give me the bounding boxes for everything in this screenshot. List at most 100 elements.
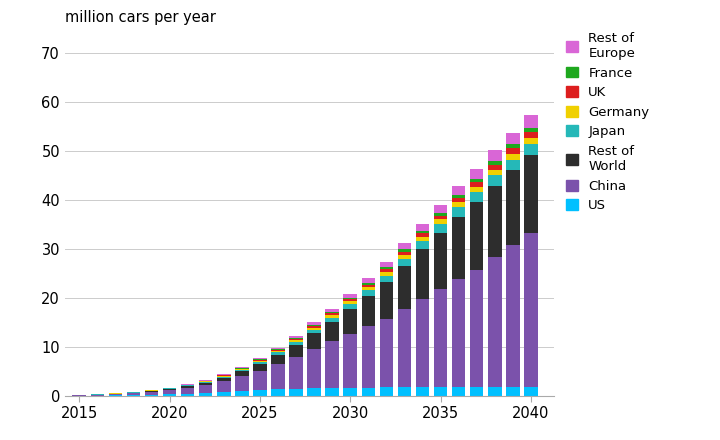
Bar — [271, 364, 284, 389]
Bar — [343, 304, 357, 309]
Bar — [289, 357, 303, 389]
Bar — [506, 245, 520, 387]
Bar — [415, 387, 429, 396]
Bar — [488, 169, 502, 176]
Bar — [452, 279, 465, 387]
Bar — [361, 290, 375, 296]
Bar — [397, 309, 411, 388]
Bar — [488, 176, 502, 186]
Bar — [343, 301, 357, 304]
Bar — [325, 312, 339, 313]
Bar — [397, 249, 411, 252]
Bar — [506, 154, 520, 160]
Bar — [217, 375, 230, 376]
Bar — [524, 128, 538, 132]
Bar — [343, 388, 357, 396]
Bar — [397, 266, 411, 309]
Bar — [217, 381, 230, 392]
Bar — [307, 333, 321, 349]
Bar — [235, 369, 248, 370]
Bar — [253, 370, 266, 390]
Bar — [415, 299, 429, 387]
Bar — [325, 322, 339, 341]
Bar — [289, 389, 303, 396]
Bar — [325, 313, 339, 315]
Bar — [235, 376, 248, 391]
Bar — [235, 371, 248, 376]
Bar — [199, 381, 212, 382]
Bar — [343, 298, 357, 299]
Bar — [325, 315, 339, 318]
Bar — [145, 395, 158, 396]
Bar — [452, 198, 465, 202]
Bar — [470, 169, 484, 179]
Bar — [253, 358, 266, 359]
Bar — [361, 388, 375, 396]
Bar — [127, 395, 140, 396]
Bar — [271, 351, 284, 352]
Bar — [235, 368, 248, 369]
Bar — [289, 345, 303, 357]
Bar — [199, 382, 212, 385]
Bar — [379, 272, 393, 276]
Bar — [271, 352, 284, 355]
Bar — [397, 243, 411, 249]
Bar — [271, 348, 284, 349]
Bar — [289, 338, 303, 339]
Bar — [470, 187, 484, 192]
Bar — [325, 388, 339, 396]
Bar — [506, 170, 520, 245]
Bar — [253, 359, 266, 360]
Bar — [253, 390, 266, 396]
Bar — [379, 262, 393, 267]
Bar — [506, 132, 520, 144]
Bar — [470, 192, 484, 202]
Bar — [199, 385, 212, 393]
Bar — [488, 161, 502, 165]
Bar — [325, 309, 339, 312]
Bar — [415, 231, 429, 234]
Bar — [163, 389, 176, 390]
Bar — [470, 179, 484, 182]
Bar — [235, 391, 248, 396]
Bar — [488, 165, 502, 169]
Bar — [524, 233, 538, 387]
Bar — [452, 216, 465, 279]
Bar — [307, 325, 321, 326]
Bar — [289, 340, 303, 342]
Bar — [343, 334, 357, 388]
Bar — [452, 207, 465, 216]
Bar — [145, 391, 158, 392]
Bar — [506, 144, 520, 148]
Bar — [397, 252, 411, 255]
Bar — [127, 392, 140, 393]
Bar — [253, 362, 266, 363]
Bar — [181, 386, 194, 388]
Bar — [91, 395, 104, 396]
Bar — [217, 377, 230, 378]
Bar — [289, 339, 303, 340]
Bar — [109, 394, 122, 396]
Bar — [524, 387, 538, 396]
Bar — [434, 224, 447, 233]
Bar — [217, 392, 230, 396]
Bar — [271, 389, 284, 396]
Bar — [452, 186, 465, 195]
Bar — [217, 376, 230, 377]
Bar — [434, 216, 447, 220]
Bar — [415, 237, 429, 241]
Bar — [361, 287, 375, 290]
Bar — [307, 330, 321, 333]
Bar — [343, 309, 357, 334]
Bar — [470, 270, 484, 387]
Bar — [415, 249, 429, 299]
Bar — [397, 259, 411, 266]
Bar — [235, 367, 248, 368]
Bar — [217, 374, 230, 375]
Bar — [379, 282, 393, 319]
Bar — [271, 349, 284, 350]
Bar — [145, 392, 158, 395]
Bar — [361, 283, 375, 285]
Bar — [506, 160, 520, 170]
Bar — [199, 380, 212, 381]
